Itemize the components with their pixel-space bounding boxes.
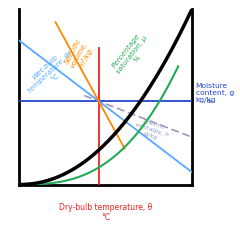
Text: Dry-bulb temperature, θ
°C: Dry-bulb temperature, θ °C [59, 202, 152, 222]
Text: Specific
enthalpy, h
kJ/kg: Specific enthalpy, h kJ/kg [133, 117, 171, 143]
Text: Percentage
saturation, μ
%: Percentage saturation, μ % [109, 30, 154, 79]
Text: da: da [207, 99, 213, 104]
Text: Moisture
content, g
kg/kg: Moisture content, g kg/kg [196, 83, 234, 103]
Text: Specific
volume,
m³/kg: Specific volume, m³/kg [63, 37, 96, 72]
Text: Wet-bulb
temperature, θ*
°C: Wet-bulb temperature, θ* °C [22, 45, 79, 99]
